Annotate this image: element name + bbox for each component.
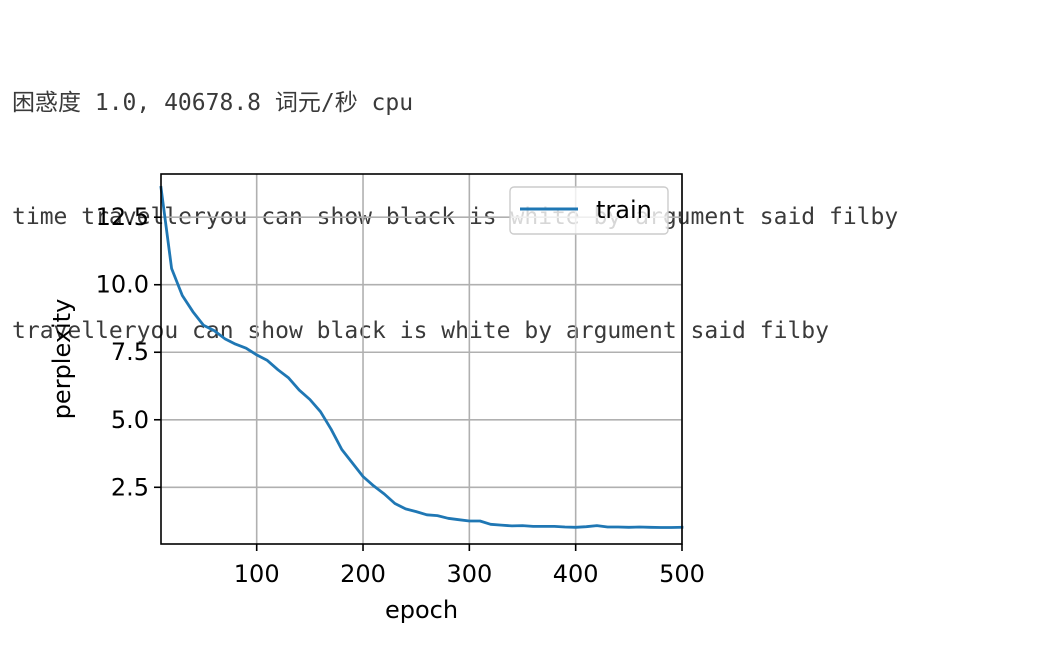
x-tick-label: 100 [234, 560, 280, 588]
axes-frame [160, 173, 683, 545]
y-axis-label: perplexity [48, 299, 76, 420]
console-line-prediction-2: travelleryou can show black is white by … [12, 318, 829, 344]
x-ticks: 100 200 300 400 500 [234, 544, 705, 588]
x-tick-label: 400 [553, 560, 599, 588]
y-tick-label: 12.5 [96, 203, 149, 231]
x-tick-label: 200 [340, 560, 386, 588]
y-ticks: 2.5 5.0 7.5 10.0 12.5 [96, 203, 161, 501]
legend-label-train: train [596, 196, 652, 224]
x-tick-label: 500 [659, 560, 705, 588]
series-line-train [159, 185, 684, 529]
x-axis-label: epoch [385, 596, 458, 624]
legend-box [509, 186, 669, 235]
y-tick-label: 5.0 [111, 406, 149, 434]
y-tick-label: 10.0 [96, 271, 149, 299]
legend: train [509, 186, 669, 235]
console-line-perplexity: 困惑度 1.0, 40678.8 词元/秒 cpu [12, 90, 414, 116]
y-tick-label: 7.5 [111, 338, 149, 366]
series-group [159, 185, 684, 529]
x-tick-label: 300 [446, 560, 492, 588]
y-tick-label: 2.5 [111, 473, 149, 501]
